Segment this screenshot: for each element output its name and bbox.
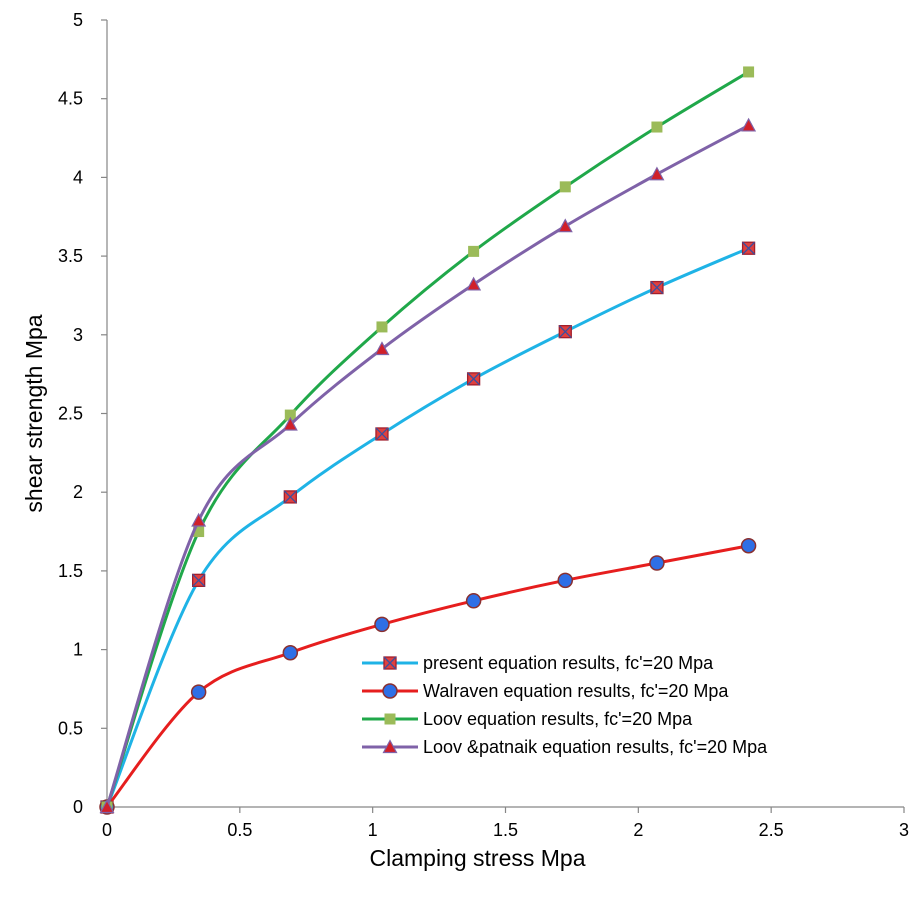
- marker-cross: [558, 325, 572, 339]
- legend-swatch-marker: [383, 656, 397, 670]
- data-point: [740, 537, 757, 554]
- data-point: [558, 325, 572, 339]
- y-tick-label: 3: [73, 325, 83, 345]
- legend-label: Walraven equation results, fc'=20 Mpa: [423, 681, 729, 701]
- x-tick-label: 0.5: [227, 820, 252, 840]
- data-point: [375, 427, 389, 441]
- y-tick-label: 4: [73, 167, 83, 187]
- y-tick-label: 3.5: [58, 246, 83, 266]
- x-tick-label: 1.5: [493, 820, 518, 840]
- marker-cross: [742, 241, 756, 255]
- legend-label: Loov equation results, fc'=20 Mpa: [423, 709, 693, 729]
- marker-cross: [375, 427, 389, 441]
- marker-cross: [283, 490, 297, 504]
- data-point: [376, 321, 388, 333]
- data-point: [651, 121, 663, 133]
- data-point: [468, 245, 480, 257]
- y-tick-label: 1: [73, 640, 83, 660]
- data-point: [99, 799, 115, 814]
- x-tick-label: 2: [633, 820, 643, 840]
- data-point: [190, 684, 207, 700]
- data-point: [741, 117, 757, 132]
- x-tick-label: 2.5: [759, 820, 784, 840]
- marker-cross: [467, 372, 481, 386]
- data-point: [466, 276, 482, 291]
- y-tick-label: 2.5: [58, 404, 83, 424]
- legend-swatch-marker: [382, 683, 398, 699]
- series-layer: [99, 66, 757, 815]
- y-tick-label: 5: [73, 10, 83, 30]
- series-line: [105, 124, 750, 808]
- series-1: [99, 537, 757, 815]
- series-3: [99, 117, 757, 814]
- data-point: [282, 416, 298, 431]
- y-axis-title: shear strength Mpa: [21, 314, 47, 512]
- x-tick-label: 3: [899, 820, 909, 840]
- data-point: [283, 490, 297, 504]
- data-point: [374, 616, 390, 633]
- data-point: [741, 241, 756, 255]
- y-tick-label: 2: [73, 482, 83, 502]
- legend-item: Walraven equation results, fc'=20 Mpa: [362, 681, 729, 701]
- legend-swatch-marker: [384, 713, 396, 725]
- marker-cross: [192, 573, 206, 587]
- marker-cross: [650, 281, 664, 295]
- data-point: [466, 372, 481, 386]
- legend: present equation results, fc'=20 Mpa Walr…: [362, 653, 768, 757]
- data-point: [743, 66, 755, 78]
- legend-item: present equation results, fc'=20 Mpa: [362, 653, 714, 673]
- legend-item: Loov equation results, fc'=20 Mpa: [362, 709, 693, 729]
- data-point: [374, 341, 390, 356]
- x-axis-title: Clamping stress Mpa: [369, 845, 585, 871]
- data-point: [557, 572, 574, 589]
- data-point: [191, 512, 207, 527]
- data-point: [649, 166, 665, 181]
- legend-swatch-marker: [382, 739, 398, 754]
- x-tick-label: 0: [102, 820, 112, 840]
- data-point: [559, 181, 571, 193]
- y-tick-label: 0: [73, 797, 83, 817]
- data-point: [649, 555, 665, 571]
- data-point: [192, 573, 206, 587]
- data-point: [557, 218, 573, 233]
- data-point: [465, 593, 482, 609]
- y-tick-label: 0.5: [58, 718, 83, 738]
- legend-item: Loov &patnaik equation results, fc'=20 M…: [362, 737, 768, 757]
- legend-label: Loov &patnaik equation results, fc'=20 M…: [423, 737, 768, 757]
- marker-cross: [383, 656, 397, 670]
- legend-label: present equation results, fc'=20 Mpa: [423, 653, 714, 673]
- data-point: [282, 644, 299, 661]
- x-tick-label: 1: [368, 820, 378, 840]
- y-tick-label: 4.5: [58, 89, 83, 109]
- y-tick-label: 1.5: [58, 561, 83, 581]
- data-point: [650, 280, 664, 295]
- axes: 0 0.5 1 1.5 2 2.5 3 3.5 4 4.5 5 0 0.5 1 1.5 2 2.5 3: [58, 10, 909, 840]
- series-line: [105, 246, 750, 808]
